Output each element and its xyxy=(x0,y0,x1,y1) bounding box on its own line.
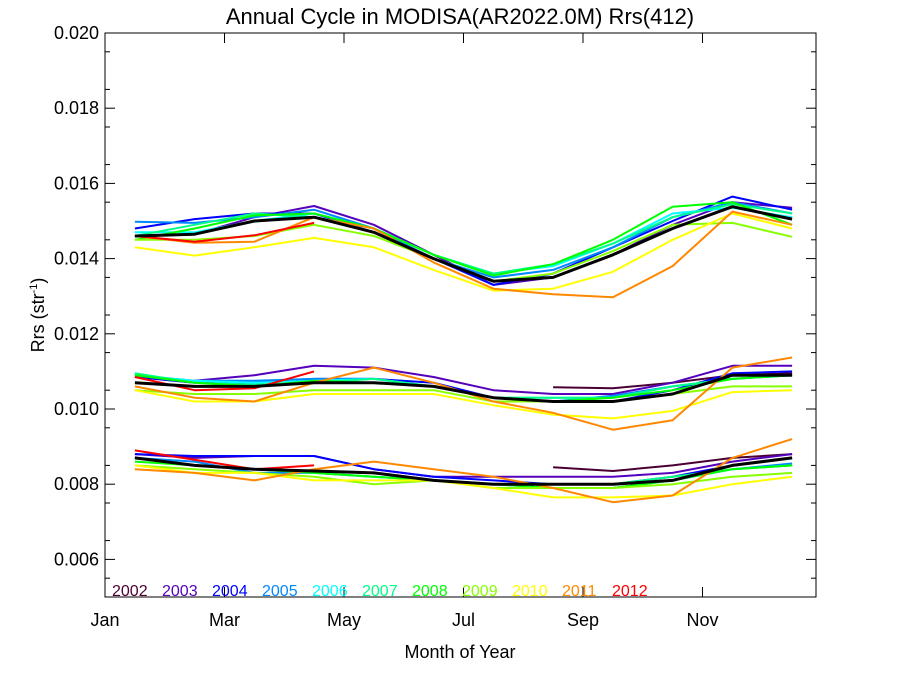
legend-entry-2009: 2009 xyxy=(462,583,498,600)
legend-entry-2010: 2010 xyxy=(512,583,548,600)
y-tick-label: 0.012 xyxy=(54,324,99,344)
x-axis: Jan Mar May Jul Sep Nov xyxy=(90,33,718,630)
series-mean-line-group-3 xyxy=(134,456,793,486)
plot-area-border xyxy=(104,32,817,598)
y-tick-label: 0.008 xyxy=(54,474,99,494)
legend-entry-2003: 2003 xyxy=(162,583,198,600)
series-2002-line-group-3 xyxy=(553,453,793,472)
series-2008-line-group-1 xyxy=(134,201,793,277)
y-tick-label: 0.016 xyxy=(54,173,99,193)
x-tick-label: Jan xyxy=(90,610,119,630)
y-axis-label-main: Rrs (str xyxy=(28,293,48,352)
series-mean-line-group-1 xyxy=(134,205,793,283)
series-2010-line-group-3 xyxy=(134,464,793,499)
legend: 2002 2003 2004 2005 2006 2007 2008 2009 2010 2011… xyxy=(112,583,648,600)
y-tick-label: 0.006 xyxy=(54,549,99,569)
x-tick-label: Jul xyxy=(452,610,475,630)
series-2012-line-group-3 xyxy=(134,449,315,471)
series-2012 xyxy=(134,221,315,471)
series-mean xyxy=(134,205,793,486)
x-tick-label: Sep xyxy=(567,610,599,630)
series-mean-line-group-2 xyxy=(134,373,793,403)
plot-frame xyxy=(104,32,817,598)
series-2003 xyxy=(134,201,793,478)
legend-entry-2005: 2005 xyxy=(262,583,298,600)
legend-entry-2008: 2008 xyxy=(412,583,448,600)
series-2004 xyxy=(134,195,793,486)
y-axis-label-close: ) xyxy=(28,278,48,284)
x-tick-label: Mar xyxy=(209,610,240,630)
chart-title: Annual Cycle in MODISA(AR2022.0M) Rrs(41… xyxy=(226,4,694,29)
legend-entry-2004: 2004 xyxy=(212,583,248,600)
y-tick-label: 0.020 xyxy=(54,23,99,43)
series-2012-line-group-1 xyxy=(134,221,315,243)
series-2005 xyxy=(134,201,793,489)
series-2011-line-group-3 xyxy=(134,438,793,504)
legend-entry-2007: 2007 xyxy=(362,583,398,600)
series-2003-line-group-2 xyxy=(134,364,793,395)
y-tick-label: 0.018 xyxy=(54,98,99,118)
y-axis-label: Rrs (str-1) xyxy=(28,278,48,353)
y-axis: 0.006 0.008 0.010 0.012 0.014 0.016 0.018 0.020 xyxy=(54,23,816,579)
y-tick-label: 0.010 xyxy=(54,399,99,419)
series-2011-line-group-1 xyxy=(134,210,793,299)
x-tick-label: May xyxy=(327,610,361,630)
series-2010 xyxy=(134,212,793,499)
legend-entry-2002: 2002 xyxy=(112,583,148,600)
legend-entry-2012: 2012 xyxy=(612,583,648,600)
series-2008 xyxy=(134,201,793,489)
y-axis-label-superscript: -1 xyxy=(28,284,40,294)
series-2004-line-group-1 xyxy=(134,195,793,286)
series-layer xyxy=(134,195,793,504)
x-axis-label: Month of Year xyxy=(404,642,515,662)
legend-entry-2006: 2006 xyxy=(312,583,348,600)
series-2010-line-group-1 xyxy=(134,212,793,292)
series-2011 xyxy=(134,210,793,504)
y-tick-label: 0.014 xyxy=(54,249,99,269)
series-2009 xyxy=(134,221,793,489)
series-2009-line-group-2 xyxy=(134,385,793,403)
x-tick-label: Nov xyxy=(686,610,718,630)
legend-entry-2011: 2011 xyxy=(562,583,597,600)
